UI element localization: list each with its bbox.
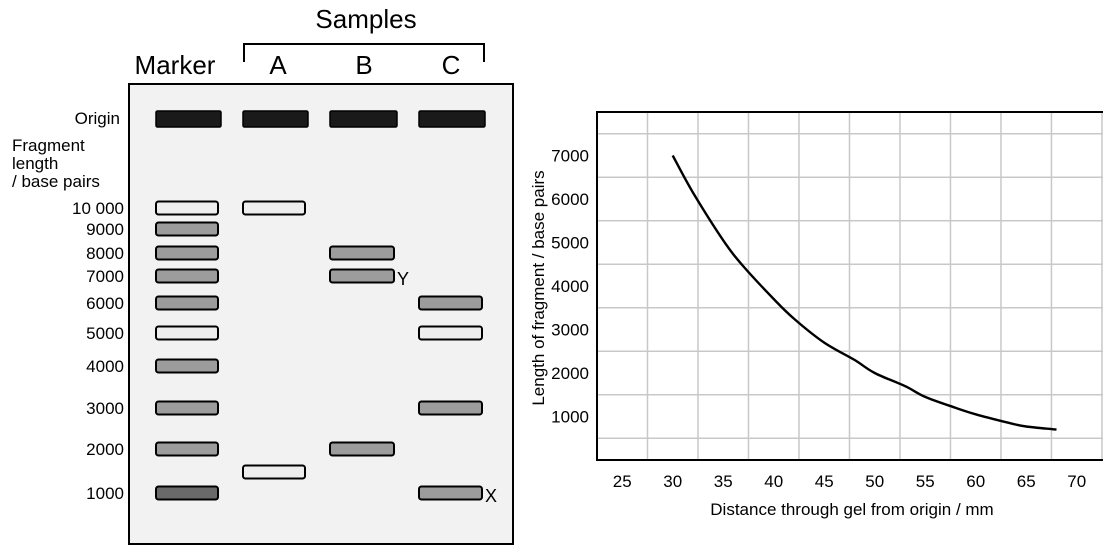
- size-label-10000: 10 000: [72, 199, 124, 218]
- lane-header-a: A: [269, 50, 287, 80]
- band-b-7000: [329, 268, 395, 284]
- origin-band-group: [155, 110, 486, 128]
- plot-frame: [596, 111, 1103, 461]
- band-marker-7000: [155, 268, 219, 284]
- calibration-chart: 25 30 35 40 45 50 55 60 65 70 1000 2000 3000 4000 500…: [529, 111, 1103, 519]
- origin-well-b: [329, 110, 398, 128]
- band-marker-9000: [155, 221, 219, 237]
- x-tick-label-60: 60: [966, 472, 985, 491]
- band-a-10000: [242, 200, 306, 216]
- size-label-6000: 6000: [86, 294, 124, 313]
- x-tick-label-40: 40: [764, 472, 783, 491]
- x-tick-label-25: 25: [613, 472, 632, 491]
- lane-header-b: B: [355, 50, 372, 80]
- size-label-9000: 9000: [86, 220, 124, 239]
- origin-well-marker: [155, 110, 222, 128]
- x-axis-label: Distance through gel from origin / mm: [710, 500, 993, 519]
- y-tick-label-4000: 4000: [551, 277, 589, 296]
- band-marker-3000: [155, 400, 219, 416]
- x-tick-label-50: 50: [865, 472, 884, 491]
- band-marker-1000: [155, 485, 219, 501]
- y-tick-label-6000: 6000: [551, 190, 589, 209]
- y-axis-label: Length of fragment / base pairs: [529, 170, 548, 405]
- band-group: [155, 200, 483, 501]
- fragment-length-heading-line: / base pairs: [12, 172, 100, 191]
- band-annotation-x: X: [485, 486, 497, 506]
- fragment-length-heading: Fragment length / base pairs: [12, 136, 100, 191]
- band-b-2000: [329, 441, 395, 457]
- gel-diagram: Samples Marker A B C Origin Fragment leng…: [12, 4, 514, 545]
- gel-slab: [128, 83, 514, 545]
- origin-label: Origin: [75, 109, 120, 128]
- y-tick-label-3000: 3000: [551, 321, 589, 340]
- lane-header-marker: Marker: [135, 50, 216, 80]
- band-annotation-group: YX: [397, 269, 497, 506]
- band-c-3000: [418, 400, 483, 416]
- fragment-length-heading-line: length: [12, 154, 58, 173]
- origin-well-a: [242, 110, 309, 128]
- y-tick-label-1000: 1000: [551, 408, 589, 427]
- band-c-6000: [418, 295, 483, 311]
- x-tick-labels: 25 30 35 40 45 50 55 60 65 70: [613, 472, 1086, 491]
- samples-bracket: [243, 43, 485, 62]
- band-annotation-y: Y: [397, 269, 409, 289]
- x-tick-label-30: 30: [663, 472, 682, 491]
- size-label-1000: 1000: [86, 484, 124, 503]
- size-label-4000: 4000: [86, 357, 124, 376]
- size-label-group: 10 000 9000 8000 7000 6000 5000 4000 3000 2000 10…: [72, 199, 124, 503]
- x-tick-label-45: 45: [815, 472, 834, 491]
- calibration-curve: [671, 154, 1057, 431]
- samples-heading: Samples: [315, 4, 416, 34]
- lane-header-c: C: [442, 50, 461, 80]
- origin-well-c: [418, 110, 486, 128]
- band-marker-2000: [155, 441, 219, 457]
- fragment-length-heading-line: Fragment: [12, 136, 85, 155]
- size-label-8000: 8000: [86, 244, 124, 263]
- size-label-7000: 7000: [86, 267, 124, 286]
- y-tick-label-7000: 7000: [551, 147, 589, 166]
- size-label-5000: 5000: [86, 324, 124, 343]
- y-tick-label-2000: 2000: [551, 364, 589, 383]
- x-tick-label-35: 35: [714, 472, 733, 491]
- chart-grid: [597, 112, 1103, 460]
- y-tick-labels: 1000 2000 3000 4000 5000 6000 7000: [551, 147, 589, 427]
- band-marker-6000: [155, 295, 219, 311]
- band-c-5000: [418, 325, 483, 341]
- band-marker-10000: [155, 200, 219, 216]
- band-c-1000: [418, 485, 483, 501]
- band-marker-8000: [155, 245, 219, 261]
- x-tick-label-70: 70: [1067, 472, 1086, 491]
- band-marker-5000: [155, 325, 219, 341]
- band-marker-4000: [155, 358, 219, 374]
- x-tick-label-55: 55: [916, 472, 935, 491]
- x-tick-label-65: 65: [1017, 472, 1036, 491]
- y-tick-label-5000: 5000: [551, 234, 589, 253]
- band-a-1500: [242, 464, 306, 480]
- size-label-3000: 3000: [86, 399, 124, 418]
- size-label-2000: 2000: [86, 440, 124, 459]
- band-b-8000: [329, 245, 395, 261]
